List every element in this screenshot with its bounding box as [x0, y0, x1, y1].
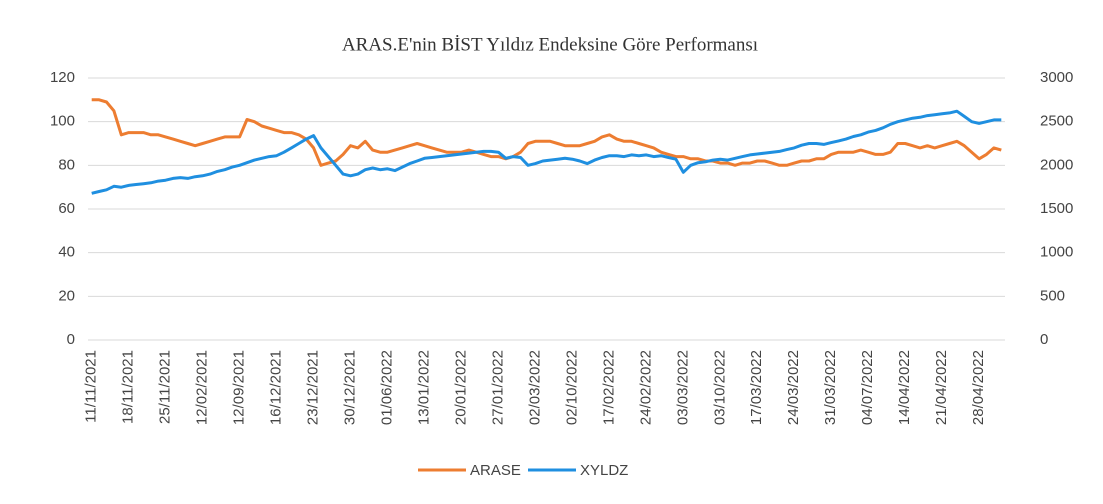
x-tick-label: 24/03/2022: [785, 350, 802, 425]
x-tick-label: 13/01/2022: [415, 350, 432, 425]
x-tick-label: 16/12/2021: [268, 350, 285, 425]
legend-label: XYLDZ: [580, 462, 628, 479]
y2-tick-label: 1500: [1040, 200, 1073, 217]
x-tick-label: 12/09/2021: [231, 350, 248, 425]
x-tick-label: 30/12/2021: [341, 350, 358, 425]
x-tick-label: 27/01/2022: [489, 350, 506, 425]
x-tick-label: 11/11/2021: [83, 350, 100, 423]
x-tick-label: 20/01/2022: [452, 350, 469, 425]
x-tick-label: 04/07/2022: [859, 350, 876, 425]
x-tick-label: 31/03/2022: [822, 350, 839, 425]
x-tick-label: 02/03/2022: [526, 350, 543, 425]
x-tick-label: 21/04/2022: [933, 350, 950, 425]
x-tick-label: 28/04/2022: [970, 350, 987, 425]
legend-label: ARASE: [470, 462, 521, 479]
x-tick-label: 17/03/2022: [748, 350, 765, 425]
x-tick-label: 01/06/2022: [378, 350, 395, 425]
y2-tick-label: 3000: [1040, 69, 1073, 86]
x-tick-label: 18/11/2021: [120, 350, 137, 424]
y-tick-label: 100: [50, 113, 75, 130]
x-tick-label: 03/10/2022: [711, 350, 728, 425]
y-tick-label: 20: [58, 287, 75, 304]
y2-tick-label: 0: [1040, 331, 1048, 348]
y2-tick-label: 2500: [1040, 113, 1073, 130]
y2-tick-label: 500: [1040, 287, 1065, 304]
y-tick-label: 120: [50, 69, 75, 86]
x-tick-label: 14/04/2022: [896, 350, 913, 425]
x-tick-label: 12/02/2021: [194, 350, 211, 425]
x-tick-label: 17/02/2022: [600, 350, 617, 425]
series-line: [91, 109, 1002, 195]
y-tick-label: 0: [67, 331, 75, 348]
x-tick-label: 02/10/2022: [563, 350, 580, 425]
chart-title: ARAS.E'nin BİST Yıldız Endeksine Göre Pe…: [342, 34, 758, 55]
y-tick-label: 80: [58, 156, 75, 173]
x-tick-label: 25/11/2021: [157, 350, 174, 424]
y2-tick-label: 2000: [1040, 156, 1073, 173]
x-tick-label: 03/03/2022: [674, 350, 691, 425]
y-tick-label: 60: [58, 200, 75, 217]
y-tick-label: 40: [58, 244, 75, 261]
series-line: [91, 98, 1002, 167]
x-tick-label: 24/02/2022: [637, 350, 654, 425]
x-tick-label: 23/12/2021: [305, 350, 322, 425]
y2-tick-label: 1000: [1040, 244, 1073, 261]
